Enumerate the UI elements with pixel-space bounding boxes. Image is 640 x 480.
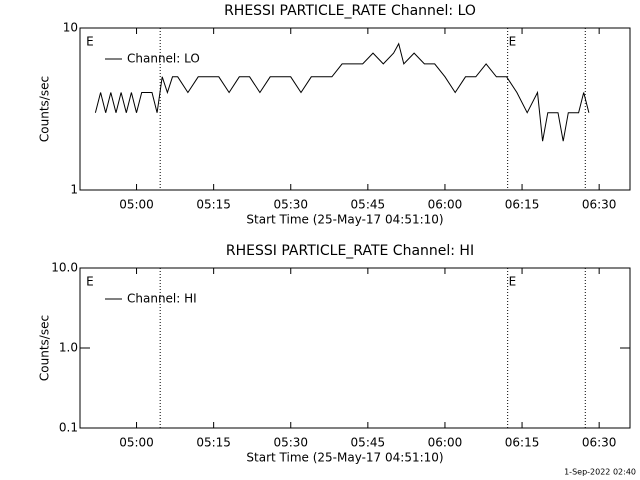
x-tick-label: 05:45: [351, 198, 386, 212]
x-axis-label: Start Time (25-May-17 04:51:10): [246, 451, 443, 465]
y-tick-label: 1: [70, 183, 78, 197]
chart-title: RHESSI PARTICLE_RATE Channel: LO: [224, 3, 476, 19]
x-tick-label: 05:30: [273, 436, 308, 450]
x-tick-label: 05:00: [119, 198, 154, 212]
x-tick-label: 06:15: [505, 436, 540, 450]
x-tick-label: 06:30: [582, 198, 617, 212]
y-tick-label: 10: [63, 21, 78, 35]
footer: 1-Sep-2022 02:40: [564, 468, 636, 477]
y-tick-label: 0.1: [59, 421, 78, 435]
y-tick-label: 10.0: [51, 261, 78, 275]
x-tick-label: 05:30: [273, 198, 308, 212]
x-tick-label: 06:00: [428, 436, 463, 450]
y-axis-label: Counts/sec: [38, 76, 52, 142]
chart-title: RHESSI PARTICLE_RATE Channel: HI: [226, 243, 474, 259]
annotation: E: [509, 35, 517, 49]
x-axis-label: Start Time (25-May-17 04:51:10): [246, 213, 443, 227]
x-tick-label: 06:00: [428, 198, 463, 212]
annotation: E: [86, 275, 94, 289]
annotation: E: [509, 275, 517, 289]
x-tick-label: 05:45: [351, 436, 386, 450]
annotation: E: [86, 35, 94, 49]
plot-frame: [79, 27, 631, 191]
x-tick-label: 06:30: [582, 436, 617, 450]
data-line: [94, 42, 590, 142]
x-tick-label: 05:00: [119, 436, 154, 450]
y-axis-label: Counts/sec: [38, 315, 52, 381]
legend-label: Channel: LO: [127, 52, 200, 66]
legend-label: Channel: HI: [127, 292, 197, 306]
x-tick-label: 05:15: [196, 198, 231, 212]
x-tick-label: 05:15: [196, 436, 231, 450]
x-tick-label: 06:15: [505, 198, 540, 212]
y-tick-label: 1.0: [59, 341, 78, 355]
